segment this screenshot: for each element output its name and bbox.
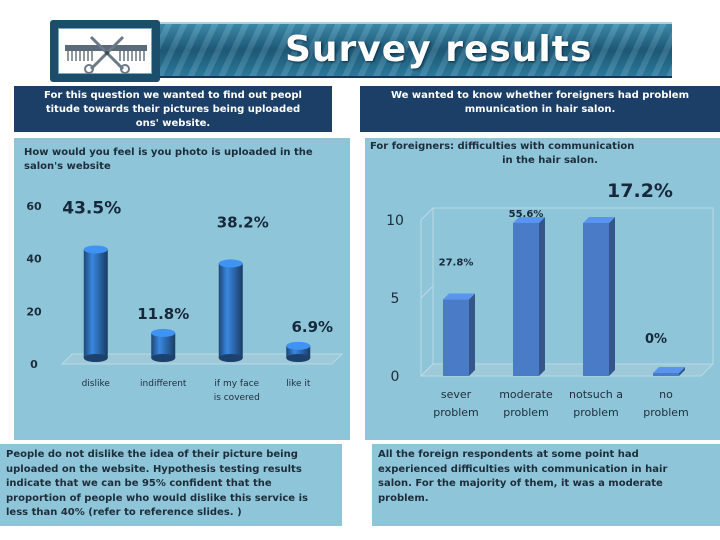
x-tick-label: indifferent — [140, 379, 187, 389]
bar-top — [583, 217, 615, 223]
chart-floor — [60, 353, 344, 365]
left-header-line: For this question we wanted to find out … — [44, 90, 302, 101]
logo — [50, 20, 160, 82]
y-tick-label: 10 — [386, 213, 404, 229]
data-label: 17.2% — [607, 180, 673, 202]
bar — [583, 223, 609, 376]
y-tick-label: 5 — [391, 291, 400, 307]
gridline — [420, 207, 434, 221]
right-bar-chart: 0 5 10 27.8% sever problem 55.6% moderate proble… — [386, 180, 715, 419]
data-label: 6.9% — [291, 318, 333, 336]
right-question-line: For foreigners: difficulties with commun… — [370, 141, 635, 152]
left-conclusion: People do not dislike the idea of their … — [0, 444, 342, 526]
right-conclusion: All the foreign respondents at some poin… — [372, 444, 720, 526]
data-label: 43.5% — [62, 198, 121, 218]
left-note-line: uploaded on the website. Hypothesis test… — [6, 463, 302, 475]
right-note-line: problem. — [378, 492, 429, 504]
bar-side — [539, 217, 545, 376]
bar-base — [286, 354, 311, 362]
left-question-line: How would you feel is you photo is uploa… — [24, 147, 313, 158]
data-label: 0% — [645, 332, 667, 347]
x-tick-label: sever — [441, 388, 472, 401]
data-label: 38.2% — [217, 213, 269, 231]
bar-top — [151, 328, 176, 337]
x-tick-label: problem — [503, 406, 549, 419]
bar — [83, 249, 108, 358]
right-header-box: We wanted to know whether foreigners had… — [360, 86, 720, 132]
y-tick-label: 0 — [30, 358, 38, 371]
y-tick-label: 20 — [26, 305, 42, 318]
right-question-line: in the hair salon. — [502, 155, 598, 166]
y-tick-label: 60 — [26, 200, 42, 213]
right-chart-panel: For foreigners: difficulties with commun… — [365, 138, 720, 440]
gridline — [420, 363, 434, 377]
scissors-comb-icon — [58, 28, 152, 74]
bar — [151, 332, 176, 358]
x-tick-label: if my face — [214, 379, 259, 389]
bar-side — [609, 217, 615, 376]
bar-base — [218, 354, 243, 362]
right-header-line: mmunication in hair salon. — [464, 104, 616, 115]
data-label: 27.8% — [439, 258, 474, 269]
x-tick-label: no — [659, 388, 673, 401]
x-tick-label: like it — [286, 379, 311, 389]
y-tick-label: 0 — [391, 369, 400, 385]
bar — [218, 263, 243, 358]
x-tick-label: problem — [643, 406, 689, 419]
bar-top — [83, 245, 108, 254]
gridline — [420, 285, 434, 299]
x-tick-label: moderate — [499, 388, 553, 401]
bar-top — [513, 217, 545, 223]
y-tick-label: 40 — [26, 253, 42, 266]
right-question: For foreigners: difficulties with commun… — [370, 140, 690, 168]
bar-top — [218, 259, 243, 268]
x-tick-label: is covered — [214, 393, 260, 403]
x-tick-label: problem — [433, 406, 479, 419]
left-header-line: titude towards their pictures being uplo… — [45, 104, 301, 115]
bar-base — [151, 354, 176, 362]
right-note-line: salon. For the majority of them, it was … — [378, 478, 663, 489]
left-note-line: proportion of people who would dislike t… — [6, 492, 308, 504]
left-question-line: salon's website — [24, 161, 111, 172]
right-header-line: We wanted to know whether foreigners had… — [390, 90, 689, 101]
bar-top — [443, 293, 475, 300]
title-banner — [150, 22, 672, 78]
bar-base — [83, 354, 108, 362]
data-label: 55.6% — [509, 209, 544, 220]
bar — [513, 223, 539, 376]
left-note-line: less than 40% (refer to reference slides… — [6, 507, 242, 518]
x-tick-label: dislike — [82, 379, 111, 389]
bar-top — [653, 367, 685, 373]
right-note-line: All the foreign respondents at some poin… — [378, 449, 639, 460]
slide-title: Survey results — [285, 29, 593, 70]
left-header-box: For this question we wanted to find out … — [14, 86, 332, 132]
left-note-line: indicate that we can be 95% confident th… — [6, 478, 272, 489]
data-label: 11.8% — [137, 305, 189, 323]
bar-side — [679, 367, 685, 376]
left-header-line: ons' website. — [135, 118, 211, 129]
x-tick-label: notsuch a — [569, 388, 623, 401]
left-note-line: People do not dislike the idea of their … — [6, 449, 298, 460]
bar-top — [286, 341, 311, 350]
bar — [443, 299, 469, 376]
bar-side — [469, 293, 475, 376]
left-bar-chart: 0 20 40 60 43.5% dislike 11.8% indifferent 38.2%… — [26, 198, 344, 403]
x-tick-label: problem — [573, 406, 619, 419]
bar — [653, 373, 679, 376]
left-chart-panel: How would you feel is you photo is uploa… — [14, 138, 350, 440]
left-question: How would you feel is you photo is uploa… — [24, 146, 313, 174]
right-note-line: experienced difficulties with communicat… — [378, 463, 668, 475]
